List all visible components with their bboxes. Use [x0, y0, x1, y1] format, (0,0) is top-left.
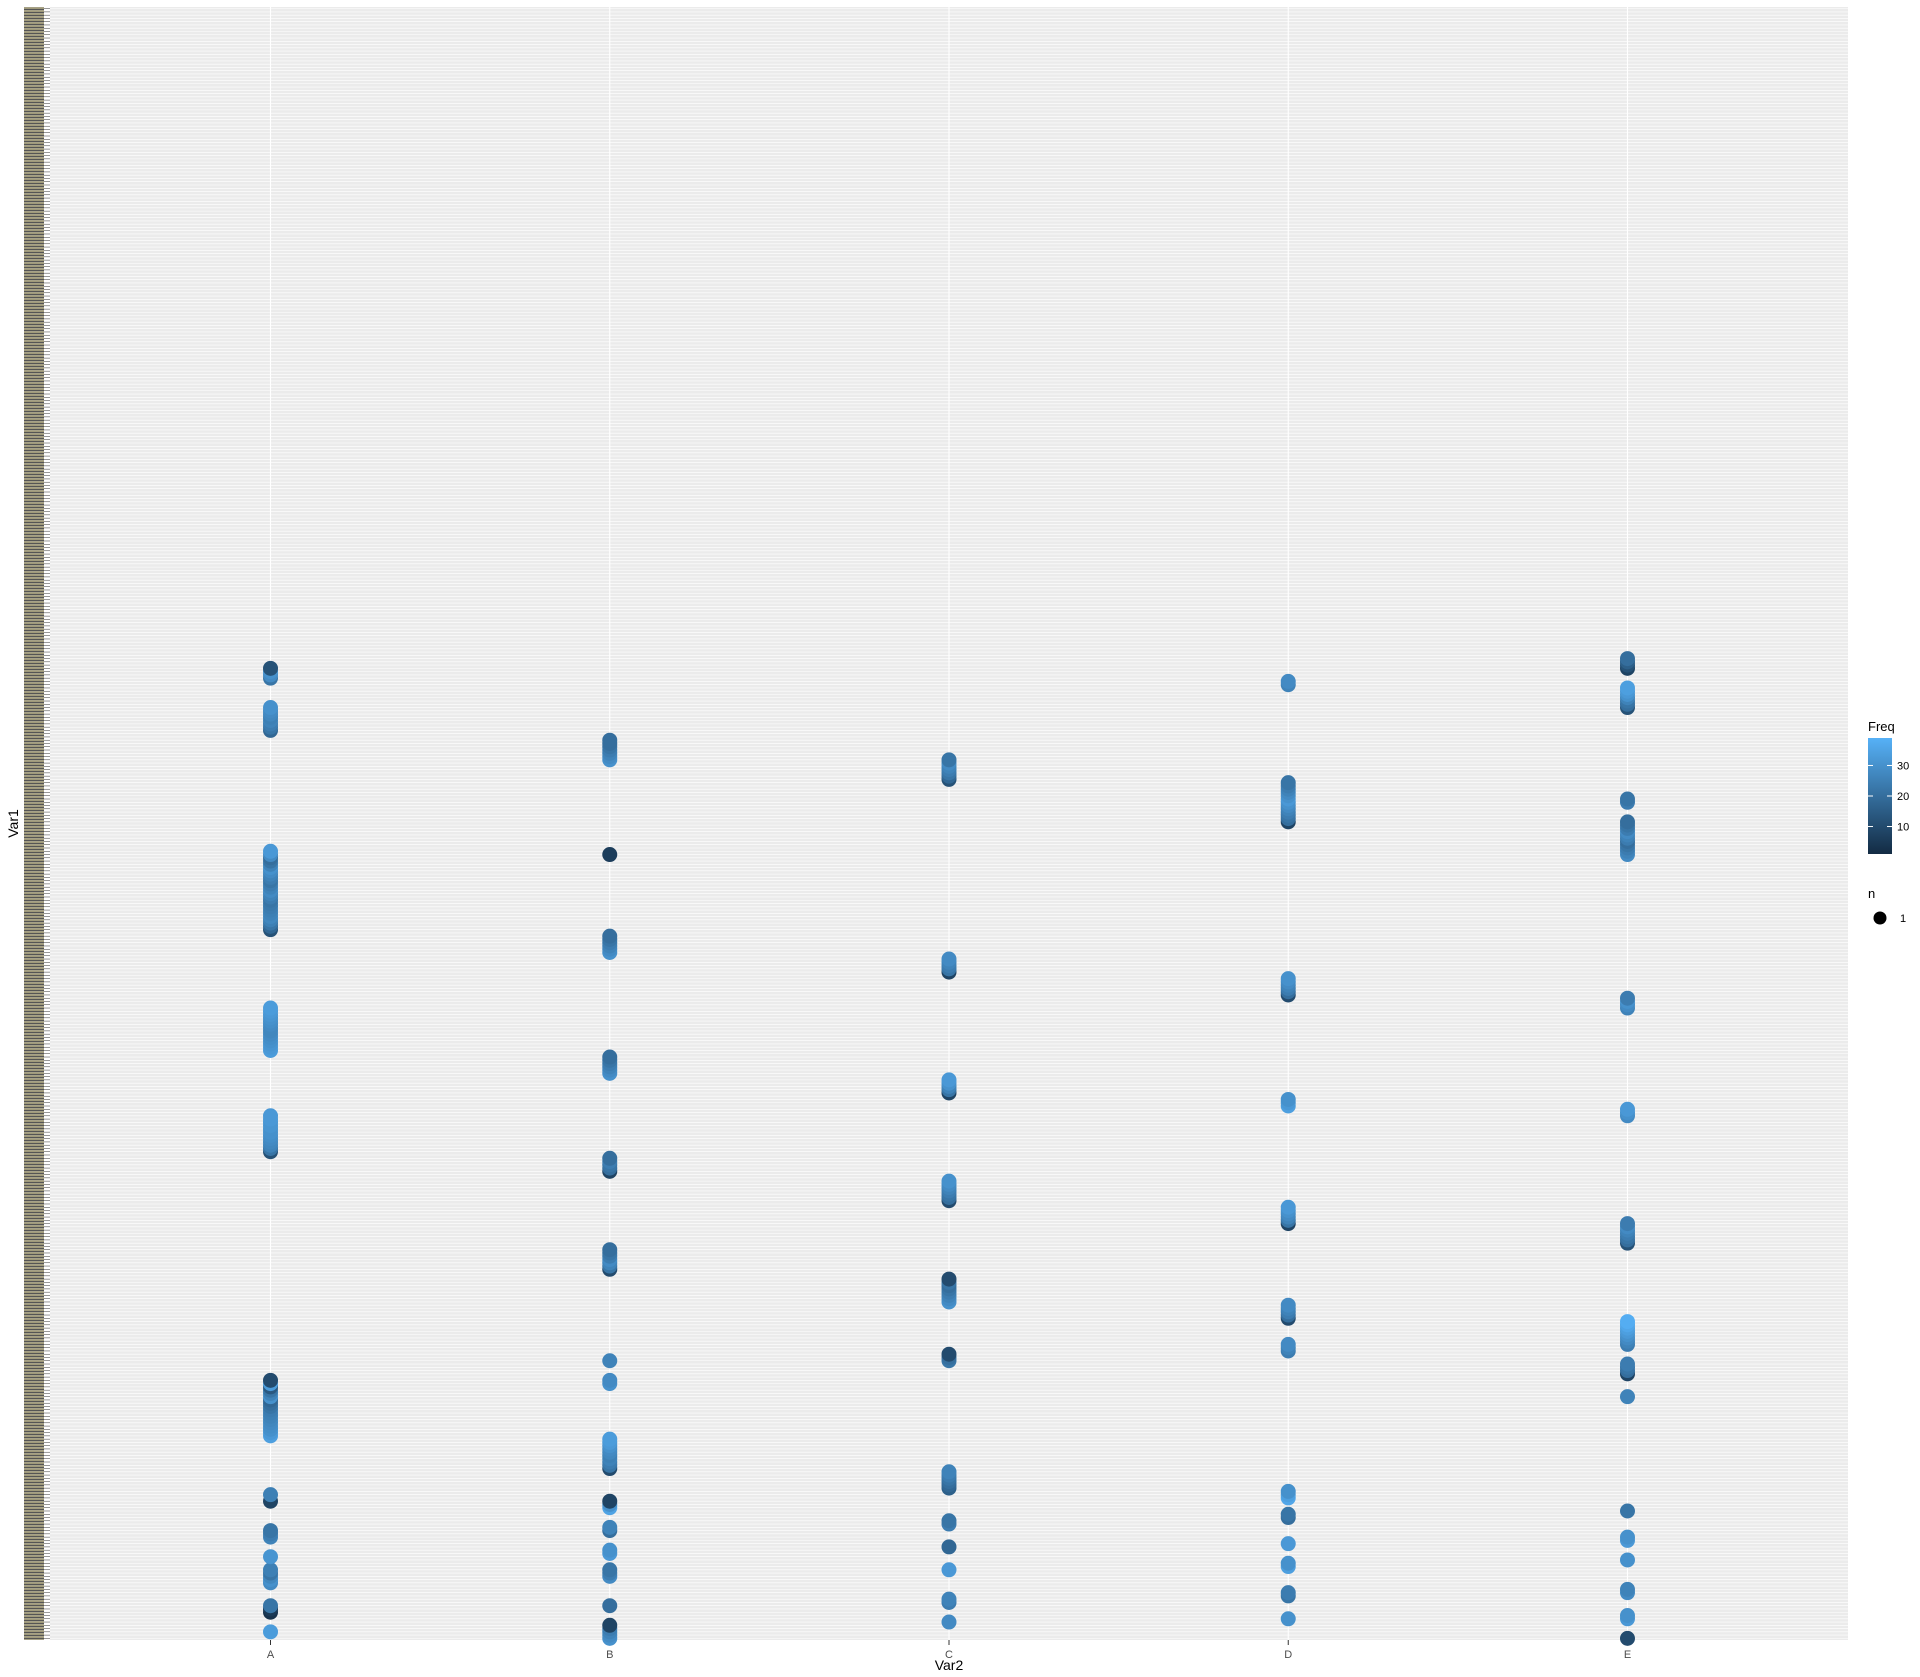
data-point [263, 1562, 279, 1578]
data-point [1619, 814, 1635, 830]
data-point [941, 1346, 957, 1362]
data-point [602, 1049, 618, 1065]
data-point [263, 1523, 279, 1539]
legend-freq-title: Freq [1868, 719, 1895, 734]
x-tick-label: B [606, 1649, 613, 1661]
data-point [1280, 1585, 1296, 1601]
data-point [263, 843, 279, 859]
data-point [1619, 1630, 1635, 1646]
data-point [602, 1150, 618, 1166]
data-point [941, 1513, 957, 1529]
legend-n-key [1873, 911, 1887, 925]
data-point [602, 1542, 618, 1558]
data-point [1619, 791, 1635, 807]
data-point [602, 1493, 618, 1509]
data-point [941, 1072, 957, 1088]
data-point [602, 928, 618, 944]
data-point [1280, 1536, 1296, 1552]
data-point [1280, 1611, 1296, 1627]
grid-lines [50, 7, 1848, 1640]
data-point [1619, 1529, 1635, 1545]
data-point [941, 951, 957, 967]
data-point [1619, 651, 1635, 667]
data-point [941, 1614, 957, 1630]
data-point [941, 1539, 957, 1555]
data-point [263, 1372, 279, 1388]
data-point [602, 732, 618, 748]
data-point [602, 1372, 618, 1388]
y-axis-ticks [24, 7, 50, 1640]
data-point [263, 1624, 279, 1640]
data-point [941, 1173, 957, 1189]
legend-freq-colorbar: 10 20 30 [1868, 738, 1909, 854]
data-point [1280, 775, 1296, 791]
data-point [1280, 971, 1296, 987]
y-tick-label-band [24, 7, 44, 1640]
legend-n-title: n [1868, 886, 1875, 901]
data-point [1280, 1555, 1296, 1571]
data-point [1619, 1356, 1635, 1372]
data-point [602, 1617, 618, 1633]
data-point [1619, 1552, 1635, 1568]
x-tick-label: C [945, 1649, 953, 1661]
data-point [263, 1549, 279, 1565]
data-point [1280, 1506, 1296, 1522]
legend-freq: Freq 10 20 30 [1868, 719, 1909, 854]
data-point [1280, 1297, 1296, 1313]
legend-n-label: 1 [1900, 913, 1906, 925]
data-point [602, 1431, 618, 1447]
data-point [1619, 1389, 1635, 1405]
data-point [1280, 1483, 1296, 1499]
x-tick-label: D [1284, 1649, 1292, 1661]
data-point [941, 752, 957, 768]
data-point [1619, 1608, 1635, 1624]
data-point [1280, 1336, 1296, 1352]
data-point [1619, 1581, 1635, 1597]
legend-freq-tick-label: 20 [1897, 791, 1909, 803]
legend-freq-tick-label: 30 [1897, 760, 1909, 772]
data-point [1619, 1216, 1635, 1232]
y-axis-title: Var1 [5, 809, 21, 838]
data-point [941, 1271, 957, 1287]
legend-freq-tick-label: 10 [1897, 822, 1909, 834]
data-point [263, 1000, 279, 1016]
data-point [602, 1519, 618, 1535]
data-point [1619, 1101, 1635, 1117]
data-point [263, 1108, 279, 1124]
data-point [1280, 673, 1296, 689]
data-point [263, 660, 279, 676]
data-point [602, 1353, 618, 1369]
data-point [602, 1242, 618, 1258]
data-point [602, 1598, 618, 1614]
data-point [1619, 1503, 1635, 1519]
data-point [1619, 1314, 1635, 1330]
data-point [1280, 1091, 1296, 1107]
data-point [1619, 990, 1635, 1006]
data-point [941, 1464, 957, 1480]
data-point [602, 847, 618, 863]
data-point [1619, 680, 1635, 696]
data-point [941, 1591, 957, 1607]
x-tick-label: A [267, 1649, 275, 1661]
data-points [263, 651, 1635, 1646]
data-point [263, 700, 279, 716]
data-point [1280, 1199, 1296, 1215]
legend-n: n 1 [1868, 886, 1906, 925]
data-point [941, 1562, 957, 1578]
data-point [263, 1487, 279, 1503]
x-axis-title: Var2 [935, 1657, 964, 1673]
data-point [602, 1562, 618, 1578]
data-point [263, 1598, 279, 1614]
x-tick-label: E [1624, 1649, 1631, 1661]
